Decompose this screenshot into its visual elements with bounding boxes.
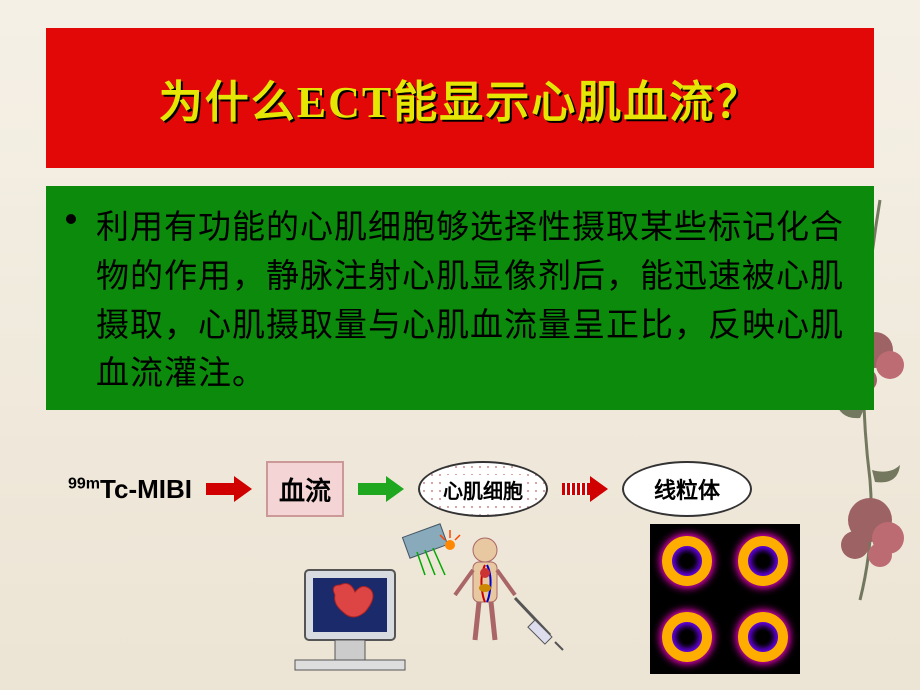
spect-scan-grid [650,524,800,674]
scan-image-3 [650,600,724,674]
arrow-3-icon [562,478,608,500]
title-bar: 为什么ECT能显示心肌血流？ [46,28,874,168]
blood-node: 血流 [266,461,344,517]
tracer-compound: Tc-MIBI [100,474,192,504]
scan-image-4 [726,600,800,674]
cardiomyocyte-label: 心肌细胞 [441,475,525,504]
tracer-isotope: 99m [68,475,100,492]
spect-illustration [285,520,565,680]
tracer-label: 99mTc-MIBI [68,474,192,505]
arrow-2-icon [358,478,404,500]
mitochondria-node: 线粒体 [622,461,752,517]
cardiomyocyte-node: 心肌细胞 [418,461,548,517]
slide-title: 为什么ECT能显示心肌血流？ [159,66,761,130]
scan-image-2 [726,524,800,598]
body-text: 利用有功能的心肌细胞够选择性摄取某些标记化合物的作用，静脉注射心肌显像剂后，能迅… [96,204,850,399]
flow-diagram: 99mTc-MIBI 血流 心肌细胞 线粒体 [68,460,788,518]
bullet-dot [66,214,76,224]
arrow-1-icon [206,478,252,500]
scan-image-1 [650,524,724,598]
body-panel: 利用有功能的心肌细胞够选择性摄取某些标记化合物的作用，静脉注射心肌显像剂后，能迅… [46,186,874,410]
